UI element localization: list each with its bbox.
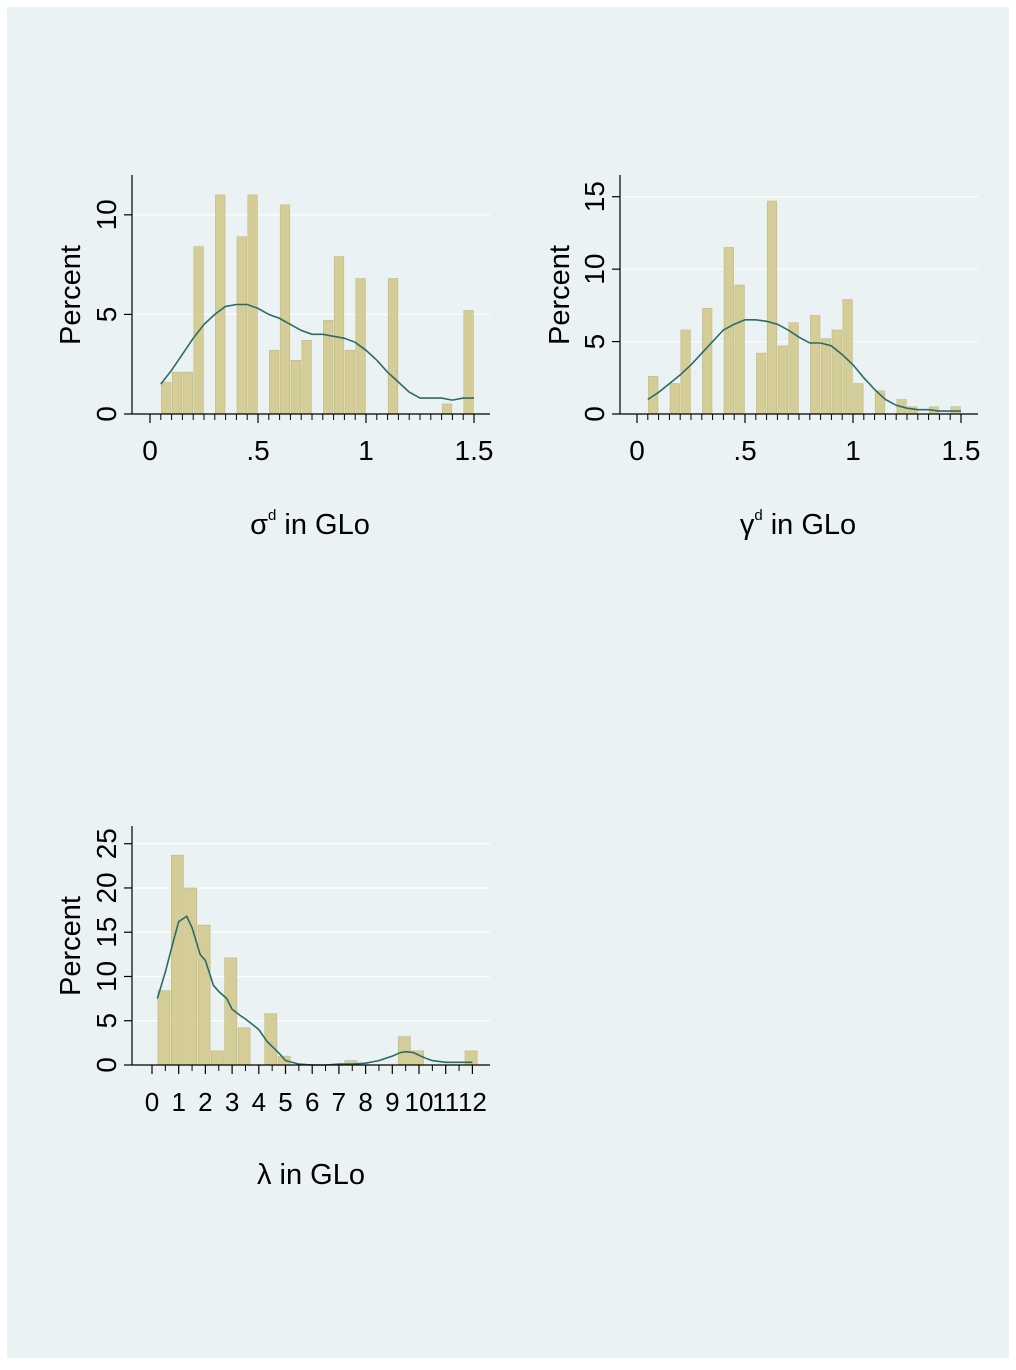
histogram-bar bbox=[853, 383, 864, 415]
x-tick-label: 7 bbox=[332, 1087, 346, 1117]
density-line bbox=[156, 915, 473, 1066]
histogram-bar bbox=[831, 329, 842, 415]
histogram-bar bbox=[810, 315, 821, 415]
histogram-bar bbox=[766, 200, 778, 415]
x-tick-label: 9 bbox=[385, 1087, 399, 1117]
x-tick-label: 1 bbox=[358, 435, 374, 466]
histogram-bar bbox=[237, 1027, 251, 1066]
x-axis-title: γd in GLo bbox=[740, 507, 856, 541]
histogram-bar bbox=[236, 236, 247, 415]
y-tick-label: 0 bbox=[579, 406, 610, 422]
x-tick-label: 1.5 bbox=[455, 435, 494, 466]
y-tick-label: 5 bbox=[91, 1013, 122, 1029]
y-tick-label: 0 bbox=[91, 406, 122, 422]
histogram-bar bbox=[397, 1036, 411, 1066]
x-tick-label: 11 bbox=[432, 1087, 459, 1117]
histogram-gamma-d: 0 5 10 15 0 .5 1 1.5 Percent γd in GLo bbox=[544, 175, 980, 541]
histogram-bar bbox=[211, 1050, 224, 1066]
y-tick-label: 0 bbox=[91, 1057, 122, 1073]
histogram-bar bbox=[734, 284, 745, 415]
histogram-bar bbox=[756, 352, 767, 415]
histogram-bar bbox=[441, 403, 453, 415]
x-tick-label: 5 bbox=[278, 1087, 292, 1117]
histogram-bar bbox=[215, 194, 226, 415]
x-tick-label: 10 bbox=[405, 1087, 434, 1117]
x-tick-label: 1 bbox=[171, 1087, 185, 1117]
y-tick-label: 15 bbox=[91, 917, 122, 948]
y-axis-title: Percent bbox=[55, 245, 87, 345]
y-tick-label: 20 bbox=[91, 872, 122, 903]
histogram-bar bbox=[171, 371, 183, 415]
histogram-bar bbox=[182, 371, 193, 415]
histogram-bar bbox=[777, 345, 788, 415]
histogram-bar bbox=[157, 990, 171, 1066]
y-axis-title: Percent bbox=[55, 896, 87, 996]
x-axis-title: σd in GLo bbox=[250, 507, 370, 541]
y-tick-label: 25 bbox=[91, 828, 122, 859]
y-tick-label: 5 bbox=[579, 334, 610, 350]
x-axis-title: λ in GLo bbox=[257, 1159, 365, 1191]
x-tick-label: .5 bbox=[246, 435, 269, 466]
x-tick-label: 4 bbox=[252, 1087, 266, 1117]
y-tick-label: 15 bbox=[579, 181, 610, 212]
histogram-bar bbox=[333, 256, 345, 415]
histogram-bar bbox=[269, 349, 280, 415]
histogram-bar bbox=[723, 247, 734, 415]
y-axis-title: Percent bbox=[544, 245, 576, 345]
histogram-bar bbox=[170, 854, 184, 1066]
histogram-bar bbox=[387, 278, 399, 415]
histogram-bar bbox=[702, 307, 713, 415]
x-tick-label: 3 bbox=[225, 1087, 239, 1117]
x-tick-label: 0 bbox=[629, 435, 645, 466]
plot-area bbox=[620, 175, 978, 414]
y-tick-label: 10 bbox=[579, 254, 610, 285]
histogram-bar bbox=[279, 204, 291, 415]
x-tick-label: 1 bbox=[845, 435, 861, 466]
histogram-bar bbox=[301, 340, 312, 415]
histogram-bar bbox=[264, 1013, 278, 1066]
x-tick-label: 6 bbox=[305, 1087, 319, 1117]
histogram-bar bbox=[669, 383, 680, 415]
x-tick-label: .5 bbox=[733, 435, 756, 466]
histogram-bar bbox=[344, 349, 355, 415]
histogram-bar bbox=[820, 338, 832, 415]
y-tick-label: 5 bbox=[91, 307, 122, 323]
histogram-bar bbox=[197, 924, 211, 1066]
x-tick-label: 0 bbox=[142, 435, 158, 466]
histogram-sigma-d: 0 5 10 0 .5 1 1.5 Percent σd in GLo bbox=[55, 175, 493, 541]
density-line bbox=[647, 318, 961, 412]
x-tick-label: 2 bbox=[198, 1087, 212, 1117]
y-tick-label: 10 bbox=[91, 199, 122, 230]
density-line bbox=[160, 303, 474, 401]
histogram-bar bbox=[184, 887, 198, 1066]
y-tick-label: 10 bbox=[91, 961, 122, 992]
histogram-bar bbox=[161, 381, 172, 415]
x-tick-label: 1.5 bbox=[942, 435, 981, 466]
x-tick-label: 8 bbox=[358, 1087, 372, 1117]
histogram-bar bbox=[290, 359, 301, 415]
x-tick-label: 12 bbox=[458, 1087, 487, 1117]
x-tick-label: 0 bbox=[145, 1087, 159, 1117]
